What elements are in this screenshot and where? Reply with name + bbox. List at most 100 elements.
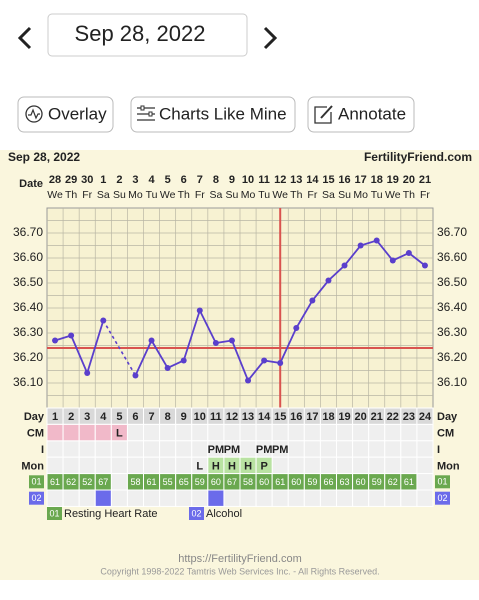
cycle-day: 19 bbox=[338, 411, 350, 423]
next-button[interactable] bbox=[263, 26, 278, 50]
heart-rate-value: 66 bbox=[323, 477, 333, 487]
table-cell bbox=[368, 489, 386, 507]
intercourse-label: PM bbox=[208, 444, 225, 456]
prev-button[interactable] bbox=[17, 26, 32, 50]
row-label: Day bbox=[437, 411, 458, 423]
y-tick-label: 36.40 bbox=[13, 300, 43, 314]
y-tick-label: 36.50 bbox=[437, 275, 467, 289]
chart-source: FertilityFriend.com bbox=[364, 150, 472, 164]
y-tick-label: 36.20 bbox=[437, 350, 467, 364]
table-cell bbox=[368, 456, 386, 475]
table-cell bbox=[239, 440, 257, 458]
period-cell bbox=[62, 423, 80, 442]
icon bbox=[148, 111, 153, 117]
overlay-button[interactable] bbox=[17, 96, 114, 133]
date-box[interactable] bbox=[47, 13, 248, 57]
charts-like-mine-button[interactable] bbox=[130, 96, 296, 133]
monitor-label: P bbox=[260, 460, 267, 472]
table-cell bbox=[303, 489, 321, 507]
chart-title: Sep 28, 2022 bbox=[8, 150, 80, 164]
badge-label: 02 bbox=[437, 493, 447, 503]
badge bbox=[29, 491, 44, 505]
heart-rate-value: 67 bbox=[227, 477, 237, 487]
monitor-label: H bbox=[212, 460, 220, 472]
row-label: I bbox=[41, 444, 44, 456]
date-label: 18 bbox=[371, 174, 383, 186]
heart-rate-value: 61 bbox=[50, 477, 60, 487]
badge bbox=[435, 491, 450, 505]
y-tick-label: 36.50 bbox=[13, 275, 43, 289]
table-cell bbox=[78, 489, 96, 507]
table-cell bbox=[416, 423, 434, 442]
weekday-label: Tu bbox=[371, 189, 383, 201]
date-label: 16 bbox=[338, 174, 350, 186]
table-cell bbox=[368, 423, 386, 442]
table-cell bbox=[416, 456, 434, 475]
table-cell bbox=[352, 489, 370, 507]
period-cell bbox=[94, 423, 112, 442]
y-tick-label: 36.60 bbox=[13, 250, 43, 264]
legend-label: Alcohol bbox=[206, 508, 242, 520]
weekday-label: Th bbox=[290, 189, 302, 201]
footer-url: https://FertilityFriend.com bbox=[178, 553, 301, 565]
y-tick-label: 36.20 bbox=[13, 350, 43, 364]
badge bbox=[47, 507, 62, 520]
table-cell bbox=[400, 423, 418, 442]
cycle-day: 22 bbox=[387, 411, 399, 423]
monitor-label: H bbox=[244, 460, 252, 472]
table-cell bbox=[336, 456, 354, 475]
cycle-day: 11 bbox=[210, 411, 222, 423]
weekday-label: We bbox=[272, 189, 288, 201]
table-cell bbox=[384, 456, 402, 475]
table-cell bbox=[400, 456, 418, 475]
weekday-label: Su bbox=[338, 189, 351, 201]
date-label: 21 bbox=[419, 174, 431, 186]
badge-label: 02 bbox=[191, 508, 201, 518]
weekday-label: Sa bbox=[322, 189, 335, 201]
temperature-point bbox=[100, 317, 107, 324]
table-cell bbox=[191, 440, 209, 458]
period-cell bbox=[46, 423, 64, 442]
table-cell bbox=[46, 456, 64, 475]
date-label: Date bbox=[19, 178, 43, 190]
table-cell bbox=[255, 489, 273, 507]
cycle-day: 14 bbox=[258, 411, 271, 423]
weekday-label: Sa bbox=[97, 189, 110, 201]
temperature-point bbox=[84, 370, 91, 376]
cycle-day: 5 bbox=[116, 411, 122, 423]
table-cell bbox=[336, 440, 354, 458]
table-cell bbox=[46, 440, 64, 458]
y-tick-label: 36.10 bbox=[13, 375, 43, 389]
table-cell bbox=[319, 423, 337, 442]
y-tick-label: 36.30 bbox=[13, 325, 43, 339]
date-label: 10 bbox=[242, 174, 254, 186]
table-cell bbox=[352, 423, 370, 442]
table-cell bbox=[271, 489, 289, 507]
heart-rate-value: 60 bbox=[356, 477, 366, 487]
y-tick-label: 36.60 bbox=[437, 250, 467, 264]
date-label: 20 bbox=[403, 174, 415, 186]
table-cell bbox=[223, 489, 241, 507]
temperature-point bbox=[261, 357, 268, 364]
table-cell bbox=[287, 440, 305, 458]
date-label: 19 bbox=[387, 174, 399, 186]
badge-label: 02 bbox=[31, 493, 41, 503]
table-cell bbox=[303, 440, 321, 458]
table-cell bbox=[384, 440, 402, 458]
annotate-button[interactable] bbox=[307, 96, 415, 133]
y-tick-label: 36.70 bbox=[437, 225, 467, 239]
heart-rate-value: 60 bbox=[211, 477, 221, 487]
table-cell bbox=[191, 423, 209, 442]
date-label: 1 bbox=[100, 174, 106, 186]
weekday-label: Tu bbox=[258, 189, 270, 201]
badge bbox=[189, 507, 204, 520]
table-cell bbox=[352, 456, 370, 475]
button-label: Overlay bbox=[48, 104, 107, 123]
heart-rate-value: 62 bbox=[66, 477, 76, 487]
date-label: 12 bbox=[274, 174, 286, 186]
table-cell bbox=[62, 489, 80, 507]
table-cell bbox=[191, 489, 209, 507]
cycle-day: 1 bbox=[52, 411, 58, 423]
cycle-day: 13 bbox=[242, 411, 254, 423]
intercourse-label: PM bbox=[224, 444, 241, 456]
